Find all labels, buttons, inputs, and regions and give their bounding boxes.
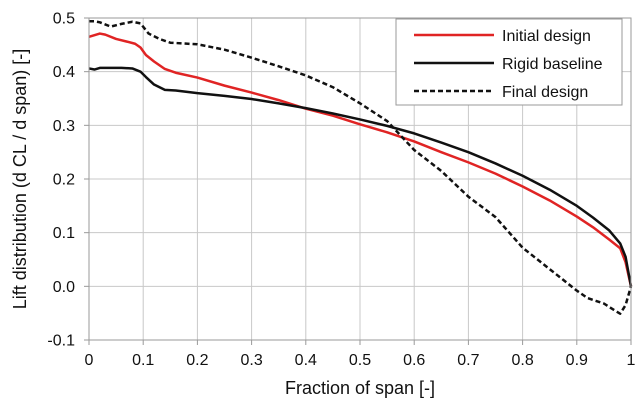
x-tick-label: 0 [85,352,94,369]
legend-label-final-design: Final design [502,84,588,101]
y-tick-label: 0.3 [53,118,75,135]
x-tick-label: 0.3 [240,352,262,369]
series-line-final-design [89,19,633,315]
x-axis-title: Fraction of span [-] [285,378,435,398]
y-tick-label: 0.0 [53,279,75,296]
x-tick-label: 0.5 [349,352,371,369]
y-tick-label: -0.1 [47,333,75,350]
x-tick-label: 0.7 [457,352,479,369]
x-tick-label: 0.8 [511,352,533,369]
series-line-initial-design [88,32,633,287]
series-line-rigid-baseline [88,66,633,287]
legend: Initial design Rigid baseline Final desi… [395,18,623,106]
legend-label-initial-design: Initial design [502,28,591,45]
x-tick-label: 0.2 [186,352,208,369]
x-tick-label: 0.1 [132,352,154,369]
y-tick-label: 0.4 [53,64,75,81]
x-tick-label: 1 [627,352,636,369]
series-group [88,19,633,315]
plot-area-frame [88,17,632,341]
x-tick-label: 0.6 [403,352,425,369]
y-tick-label: 0.1 [53,225,75,242]
y-tick-label: 0.2 [53,172,75,189]
x-tick-label: 0.9 [566,352,588,369]
y-axis-title: Lift distribution (d CL / d span) [-] [10,49,30,309]
x-tick-label: 0.4 [295,352,317,369]
legend-label-rigid-baseline: Rigid baseline [502,56,603,73]
y-tick-label: 0.5 [53,11,75,28]
tick-labels: -0.1 0.0 0.1 0.2 0.3 0.4 0.5 0 0.1 0.2 0.3 0.4 0.5 0.… [47,11,635,370]
